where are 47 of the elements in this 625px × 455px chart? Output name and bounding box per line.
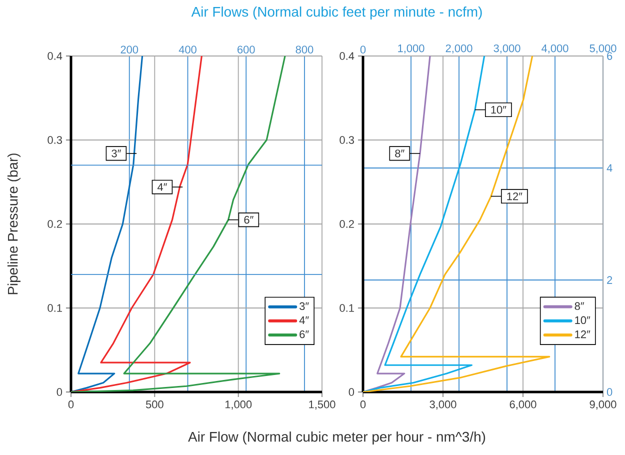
x-tick-label: 1,500: [309, 400, 336, 410]
x2-tick-label: 3,000: [494, 44, 520, 54]
x-tick-label: 500: [146, 400, 164, 408]
legend-label: 4″: [299, 316, 309, 324]
x2-tick-label: 5,000: [590, 44, 616, 54]
y-tick-label: 0.2: [48, 220, 62, 228]
y2-tick-label: 6: [607, 52, 612, 60]
y2-tick-label: 0: [606, 388, 612, 396]
x-tick-label: 0: [68, 400, 74, 408]
legend-label: 10″: [575, 316, 590, 324]
legend-label: 6″: [300, 330, 309, 338]
y-tick-label: 0.4: [340, 52, 354, 60]
x2-tick-label: 2,000: [446, 44, 472, 54]
y-tick-label: 0: [348, 388, 354, 396]
y2-tick-label: 2: [607, 276, 612, 284]
y-tick-label: 0.1: [340, 304, 354, 312]
x2-axis-title: Air Flows (Normal cubic feet per minute - ncfm): [191, 6, 482, 20]
y-tick-label: 0.3: [48, 136, 62, 144]
y-axis-title: Pipeline Pressure (bar): [7, 154, 20, 294]
annotation: 12″: [507, 192, 522, 200]
x-tick-label: 6,000: [510, 400, 536, 410]
x2-tick-label: 200: [120, 46, 138, 54]
y-tick-label: 0.1: [48, 304, 62, 312]
y2-tick-label: 4: [606, 164, 612, 172]
annotation: 4″: [157, 183, 167, 191]
y-tick-label: 0.3: [340, 136, 354, 144]
x2-tick-label: 600: [238, 46, 255, 54]
x2-tick-label: 1,000: [398, 44, 424, 54]
y-tick-label: 0.2: [340, 220, 354, 228]
x-tick-label: 1,000: [225, 400, 252, 410]
x-axis-title: Air Flow (Normal cubic meter per hour - nm^3/h): [188, 431, 486, 444]
legend-label: 12″: [575, 330, 590, 338]
annotation: 6″: [244, 216, 254, 224]
y-tick-label: 0.4: [48, 52, 62, 60]
x2-tick-label: 4,000: [542, 44, 568, 54]
x2-tick-label: 0: [360, 46, 366, 54]
annotation: 8″: [395, 150, 404, 158]
x2-tick-label: 800: [296, 46, 314, 54]
annotation: 10″: [491, 106, 506, 114]
annotation: 3″: [112, 150, 121, 158]
legend-label: 3″: [300, 302, 309, 310]
x2-tick-label: 400: [178, 46, 196, 54]
x-tick-label: 9,000: [590, 400, 616, 410]
x-tick-label: 0: [360, 400, 366, 408]
y-tick-label: 0: [56, 388, 62, 396]
x-tick-label: 3,000: [430, 400, 456, 410]
legend-label: 8″: [574, 302, 584, 310]
